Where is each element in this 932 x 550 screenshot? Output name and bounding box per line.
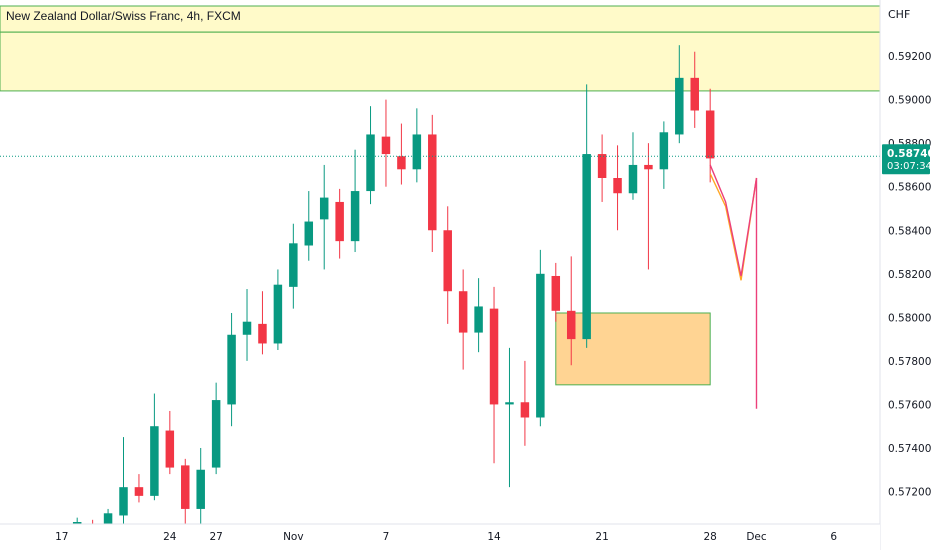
candle-body <box>350 191 360 242</box>
price-tick-label: 0.58000 <box>888 312 931 324</box>
candle-body <box>505 402 514 405</box>
candle-body <box>319 197 329 220</box>
time-axis-background <box>0 524 880 550</box>
price-axis[interactable]: CHF0.592000.590000.588000.586000.584000.… <box>879 0 932 550</box>
candle-body <box>597 154 607 178</box>
price-tick-label: 0.57800 <box>888 356 931 368</box>
candle-body <box>458 291 468 333</box>
candle-body <box>705 110 715 159</box>
price-axis-background <box>880 0 932 550</box>
price-tick-label: 0.59000 <box>888 95 931 107</box>
currency-label: CHF <box>888 8 910 21</box>
candle-body <box>150 426 159 496</box>
time-axis[interactable]: 17 24 27 Nov 7 14 21 28 Dec 6 <box>0 523 880 550</box>
candle-body <box>258 323 267 344</box>
candle-body <box>196 469 205 509</box>
time-tick-label: 17 <box>55 531 68 543</box>
candle-body <box>489 308 499 405</box>
time-tick-label: 6 <box>830 531 837 543</box>
candle-body <box>566 310 576 340</box>
candle-body <box>613 178 622 194</box>
candle-body <box>520 402 530 418</box>
candle-body <box>551 275 561 311</box>
time-tick-label: 14 <box>487 531 501 543</box>
countdown-label: 03:07:34 <box>887 161 932 172</box>
candle-body <box>536 273 545 418</box>
zones-layer <box>0 5 881 386</box>
resistance-lower <box>0 31 881 92</box>
candle-body <box>397 156 406 170</box>
candle-body <box>428 134 437 231</box>
price-tick-label: 0.58400 <box>888 225 931 237</box>
candle-body <box>381 136 391 155</box>
candle-body <box>181 465 190 509</box>
time-tick-label: Nov <box>283 531 304 543</box>
candle-body <box>690 77 699 111</box>
price-tick-label: 0.58600 <box>888 182 931 194</box>
price-tick-label: 0.57600 <box>888 399 931 411</box>
candle-body <box>474 306 483 333</box>
candles-layer <box>72 45 715 540</box>
current-price-label: 0.58740 <box>887 148 932 160</box>
price-tick-label: 0.57200 <box>888 487 931 499</box>
price-tick-label: 0.59200 <box>888 51 931 63</box>
candle-body <box>119 487 128 516</box>
candle-body <box>366 134 375 192</box>
candle-body <box>242 321 252 335</box>
projection-layer <box>709 164 758 409</box>
time-tick-label: 28 <box>703 531 716 543</box>
demand-zone <box>555 312 711 386</box>
time-tick-label: Dec <box>746 531 767 543</box>
candle-body <box>335 201 344 242</box>
candle-body <box>289 243 298 287</box>
candle-body <box>304 221 314 246</box>
candle-body <box>134 487 144 496</box>
time-tick-label: 27 <box>209 531 222 543</box>
candle-body <box>628 164 638 194</box>
candle-body <box>659 132 669 170</box>
candle-body <box>644 164 653 170</box>
price-tick-label: 0.57400 <box>888 443 931 455</box>
candle-body <box>273 284 283 344</box>
candle-body <box>211 400 221 468</box>
pink-path <box>709 164 758 409</box>
chart-title: New Zealand Dollar/Swiss Franc, 4h, FXCM <box>6 9 241 23</box>
candle-body <box>675 77 684 135</box>
time-tick-label: 21 <box>595 531 608 543</box>
price-tick-label: 0.58200 <box>888 269 931 281</box>
candle-body <box>443 230 452 292</box>
time-tick-label: 7 <box>383 531 390 543</box>
resistance-upper <box>0 5 881 33</box>
time-tick-label: 24 <box>163 531 177 543</box>
current-price-badge <box>882 144 930 175</box>
candle-body <box>412 134 422 170</box>
candle-body <box>165 430 175 468</box>
candle-body <box>582 154 591 340</box>
candle-body <box>227 334 236 405</box>
